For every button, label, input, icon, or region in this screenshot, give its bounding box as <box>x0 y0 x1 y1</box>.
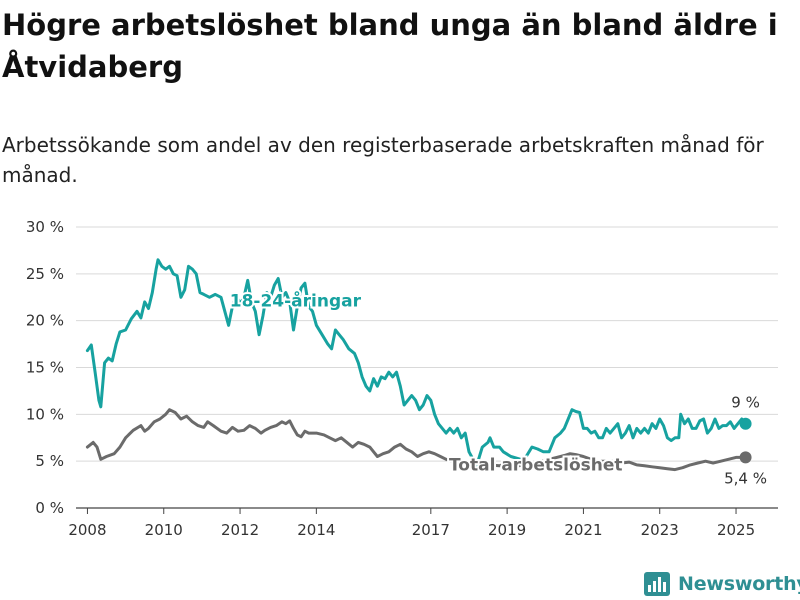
gridlines <box>76 226 778 509</box>
x-tick-label: 2008 <box>68 521 106 539</box>
youth-end-point <box>739 417 752 430</box>
x-tick-label: 2017 <box>412 521 450 539</box>
x-tick-label: 2012 <box>221 521 259 539</box>
x-tick-label: 2023 <box>641 521 679 539</box>
x-axis: 2008 2010 2012 2014 2017 2019 2021 2023 2025 <box>68 508 755 539</box>
y-tick-label: 10 % <box>26 405 64 423</box>
total-end-label: 5,4 % <box>724 469 767 487</box>
x-tick-label: 2019 <box>488 521 526 539</box>
total-series-label: Total arbetslöshet <box>449 456 623 476</box>
y-tick-label: 30 % <box>26 218 64 236</box>
youth-end-label: 9 % <box>731 394 760 412</box>
total-series-line <box>85 408 748 472</box>
youth-series-line <box>85 258 748 468</box>
y-tick-label: 20 % <box>26 312 64 330</box>
youth-series-label: 18-24-åringar <box>230 290 362 312</box>
newsworthy-icon <box>644 572 670 596</box>
line-chart: 0 %5 %10 %15 %20 %25 %30 % 2008 2010 2012 2… <box>26 218 778 539</box>
y-axis: 0 % 5 % 10 % 15 % 20 % 25 % 30 % <box>26 218 64 517</box>
y-tick-label: 0 % <box>35 499 64 517</box>
y-tick-label: 15 % <box>26 359 64 377</box>
x-tick-label: 2025 <box>717 521 755 539</box>
series-labels: 9 % 5,4 % 18-24-åringar Total arbetslöshet <box>228 288 767 488</box>
total-end-point <box>739 451 752 464</box>
x-tick-label: 2021 <box>564 521 602 539</box>
y-tick-label: 5 % <box>35 452 64 470</box>
chart-subtitle: Arbetssökande som andel av den registerb… <box>2 133 764 187</box>
chart-title: Högre arbetslöshet bland unga än bland ä… <box>2 8 778 84</box>
series-lines <box>85 258 752 472</box>
brand-name: Newsworthy <box>678 573 800 595</box>
x-tick-label: 2010 <box>145 521 183 539</box>
x-tick-label: 2014 <box>297 521 335 539</box>
newsworthy-logo[interactable]: Newsworthy <box>644 570 800 598</box>
y-tick-label: 25 % <box>26 265 64 283</box>
